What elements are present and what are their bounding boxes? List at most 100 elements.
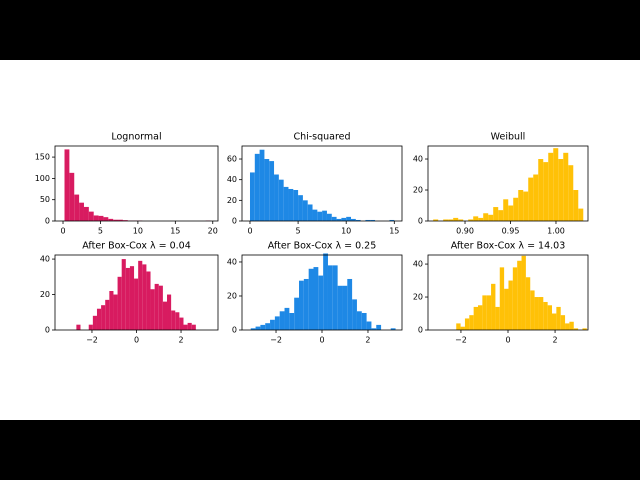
y-tick-label: 100 <box>35 174 50 183</box>
x-tick-label: −2 <box>455 336 467 345</box>
x-tick-label: 10 <box>133 227 143 236</box>
histogram-bar <box>491 283 496 330</box>
histogram-bar <box>499 267 505 330</box>
histogram-bar <box>83 206 89 221</box>
histogram-bar <box>533 174 539 221</box>
histogram-bar <box>433 219 439 221</box>
x-tick-label: 0.90 <box>456 227 474 236</box>
histogram-bar <box>312 209 318 221</box>
histogram-bar <box>88 324 93 330</box>
y-tick-label: 0 <box>45 217 50 226</box>
histogram-bar <box>495 306 500 330</box>
y-tick-label: 50 <box>40 195 50 204</box>
histogram-bar <box>125 267 130 330</box>
x-tick-label: 2 <box>553 336 558 345</box>
histogram-bar <box>254 153 260 221</box>
histogram-bar <box>255 326 261 330</box>
histogram-bar <box>101 305 106 330</box>
histogram-bar <box>299 280 304 330</box>
histogram-bar <box>122 220 128 221</box>
x-tick-label: −2 <box>86 336 98 345</box>
histogram-bar <box>565 323 570 330</box>
histogram-bar <box>138 260 143 330</box>
histogram-bar <box>552 313 557 330</box>
histogram-bar <box>64 149 70 221</box>
histogram-bar <box>351 218 356 221</box>
y-tick-label: 0 <box>418 326 423 335</box>
histogram-bar <box>513 197 519 221</box>
histogram-bar <box>456 323 461 330</box>
histogram-bar <box>96 308 102 330</box>
histogram-bar <box>518 190 524 221</box>
histogram-bar <box>289 312 295 330</box>
y-tick-label: 0 <box>232 217 237 226</box>
histogram-bar <box>308 268 314 330</box>
histogram-bar <box>109 290 114 330</box>
histogram-bar <box>525 277 531 330</box>
histogram-bar <box>259 149 265 221</box>
histogram-bar <box>260 324 266 330</box>
x-tick-label: 5 <box>296 227 301 236</box>
histogram-bar <box>269 161 275 221</box>
histogram-bar <box>313 267 319 330</box>
histogram-bar <box>249 172 255 221</box>
axes-frame <box>241 145 403 222</box>
y-tick-label: 20 <box>413 186 423 195</box>
histogram-bar <box>74 194 80 221</box>
histogram-bar <box>105 299 110 330</box>
histogram-bar <box>508 280 513 330</box>
histogram-bar <box>92 315 97 330</box>
histogram-bar <box>303 278 309 330</box>
x-tick-label: 0 <box>319 336 324 345</box>
histogram-bar <box>69 172 75 221</box>
histogram-bar <box>573 190 579 221</box>
histogram-bar <box>294 297 300 330</box>
histogram-bar <box>473 216 479 221</box>
histogram-bar <box>534 297 539 330</box>
subplot-title: After Box-Cox λ = 14.03 <box>451 241 566 252</box>
histogram-bar <box>342 285 348 330</box>
histogram-bar <box>183 324 188 330</box>
histogram-bar <box>548 152 554 221</box>
subplot-title: Lognormal <box>111 132 161 143</box>
x-tick-label: 0.95 <box>502 227 520 236</box>
axes-frame <box>54 145 219 222</box>
histogram-bar <box>371 328 377 330</box>
histogram-bar <box>158 285 163 330</box>
y-tick-label: 40 <box>227 175 237 184</box>
subplot-title: Weibull <box>491 132 526 143</box>
histogram-bar <box>98 215 104 221</box>
histogram-bar <box>265 323 271 330</box>
histogram-bar <box>482 295 487 330</box>
histogram-bar <box>543 162 549 221</box>
histogram-bar <box>376 324 382 330</box>
histogram-bar <box>336 218 342 221</box>
histogram-bar <box>108 218 114 221</box>
histogram-bar <box>543 301 548 330</box>
histogram-bar <box>341 217 347 221</box>
histogram-bar <box>365 219 371 221</box>
x-tick-label: 0 <box>247 227 252 236</box>
histogram-bar <box>488 214 494 221</box>
y-tick-label: 150 <box>35 153 50 162</box>
histogram-bar <box>547 305 552 330</box>
histogram-bar <box>356 311 362 330</box>
histogram-bar <box>347 278 353 330</box>
histogram-bar <box>337 285 343 330</box>
histogram-bar <box>76 324 81 330</box>
histogram-bar <box>361 312 367 330</box>
histogram-bar <box>370 219 376 221</box>
histogram-bar <box>326 213 332 221</box>
y-tick-label: 40 <box>413 155 423 164</box>
x-tick-label: 0 <box>134 336 139 345</box>
histogram-bar <box>553 148 559 221</box>
histogram-bar <box>146 271 151 330</box>
histogram-bar <box>175 312 180 330</box>
histogram-bar <box>79 202 84 221</box>
x-tick-label: 1.00 <box>547 227 565 236</box>
histogram-bar <box>517 260 522 330</box>
histogram-bar <box>493 207 499 221</box>
histogram-bar <box>162 301 168 330</box>
histogram-bar <box>327 265 333 330</box>
